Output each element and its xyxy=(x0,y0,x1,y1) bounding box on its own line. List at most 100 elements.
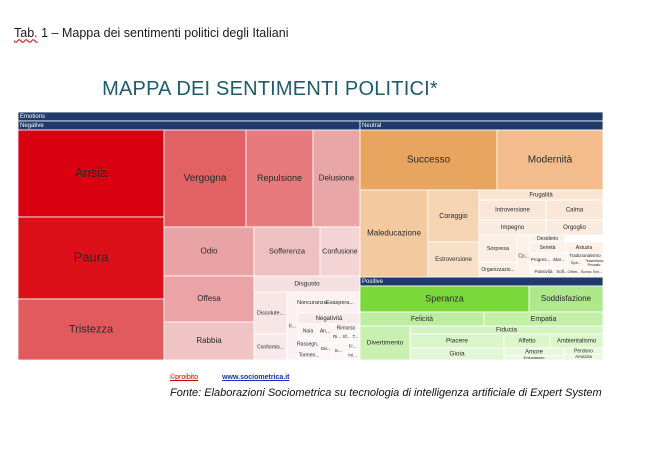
cell-organizzazio xyxy=(478,261,518,278)
cell-co-label: Co... xyxy=(518,253,529,259)
cell-noia-label: Noia xyxy=(303,328,314,334)
cell-entusiasmo xyxy=(503,355,565,361)
cell-odio xyxy=(163,226,255,277)
cell-successo xyxy=(359,129,498,191)
group-header-neutral-label: Neutral xyxy=(362,123,381,129)
chart-title: MAPPA DEI SENTIMENTI POLITICI* xyxy=(102,78,438,100)
cell-vergogna-label: Vergogna xyxy=(184,173,227,184)
copyright-label: ©proibito xyxy=(170,374,199,381)
cell-calma-label: Calma xyxy=(566,208,584,214)
cell-introversione-label: Introversione xyxy=(495,208,530,214)
cell-ambientalismo-label: Ambientalismo xyxy=(557,339,597,345)
cell-spir-label: Spir... xyxy=(571,260,581,265)
cell-fiducia-label: Fiducia xyxy=(496,327,517,334)
cell-ir-label: Ir... xyxy=(289,323,296,329)
group-header-positive-label: Positive xyxy=(362,279,384,285)
cell-pessimismo-label: Pessimismo xyxy=(585,259,604,263)
cell-repulsione xyxy=(245,129,314,228)
cell-progres-label: Progres... xyxy=(531,257,551,262)
cell-soll-label: Soll... xyxy=(556,269,567,274)
cell-impegno-label: Impegno xyxy=(501,225,525,231)
cell-in-label: In... xyxy=(335,348,343,353)
cell-dis-label: Dis... xyxy=(321,346,331,351)
cell-organizzazio-label: Organizzazio... xyxy=(481,267,514,273)
cell-ottim-label: Ottim... xyxy=(568,269,581,274)
cell-serieta-label: Serietà xyxy=(540,245,556,251)
cell-an-label: An... xyxy=(320,328,330,334)
group-header-neutral xyxy=(359,120,604,131)
cell-dissolute xyxy=(253,291,288,335)
source-note: Fonte: Elaborazioni Sociometrica su tecn… xyxy=(170,387,602,399)
cell-divertimento-label: Divertimento xyxy=(367,340,404,347)
cell-sorpresa-label: Sorpresa xyxy=(487,246,510,252)
cell-speranza-label: Speranza xyxy=(425,293,464,303)
cell-conformis xyxy=(253,333,288,361)
cell-ri-label: Ri... xyxy=(333,334,341,339)
cell-maleducazione-label: Maleducazione xyxy=(367,229,421,238)
cell-rabbia-label: Rabbia xyxy=(196,336,222,345)
cell-confusione-label: Confusione xyxy=(322,248,358,255)
cell-modernita-label: Modernità xyxy=(528,155,573,166)
cell-conformis-label: Conformis... xyxy=(257,344,284,350)
cell-fr-label: Fr... xyxy=(349,344,357,349)
cell-sonno-label: Sonno xyxy=(581,269,593,274)
cell-negativita-label: Negatività xyxy=(316,316,343,322)
cell-rassegn-label: Rassegn... xyxy=(297,341,321,347)
cell-disgusto-label: Disgusto xyxy=(294,281,320,288)
cell-frugalita-label: Frugalità xyxy=(529,193,553,199)
cell-orgoglio-label: Orgoglio xyxy=(563,225,586,231)
cell-orgoglio xyxy=(545,219,604,236)
cell-sofferenza xyxy=(253,226,321,277)
cell-rimorso-label: Rimorso xyxy=(337,325,356,331)
footer-links: ©proibito www.sociometrica.it xyxy=(170,374,290,381)
cell-sm xyxy=(591,266,604,278)
treemap-root-bar xyxy=(17,111,604,122)
cell-tradizionalismo-label: Tradizionalismo xyxy=(569,253,601,258)
cell-offesa xyxy=(163,275,255,323)
cell-affetto-label: Affetto xyxy=(518,339,536,345)
cell-soddisfazione xyxy=(528,285,604,313)
cell-paura xyxy=(17,216,165,300)
cell-gioia-label: Gioia xyxy=(449,351,465,358)
cell-divertimento xyxy=(359,325,411,361)
cell-delusione-label: Delusione xyxy=(319,174,355,183)
caption-prefix: Tab. xyxy=(14,26,38,40)
cell-confusione xyxy=(319,226,361,277)
cell-sofferenza-label: Sofferenza xyxy=(269,246,306,255)
cell-ansia xyxy=(17,129,165,218)
cell-sf-label: Sf... xyxy=(342,334,350,339)
cell-felicita-label: Felicità xyxy=(411,316,433,323)
cell-odio-label: Odio xyxy=(201,247,218,256)
cell-ini-label: Ini... xyxy=(348,353,357,358)
cell-delusione xyxy=(312,129,361,228)
cell-coraggio-label: Coraggio xyxy=(439,213,468,220)
cell-perdono-label: Perdono xyxy=(574,348,593,354)
cell-noncuranza-label: Noncuranza xyxy=(297,300,328,306)
cell-entusiasmo-label: Entusiasmo xyxy=(524,355,546,360)
treemap-root-label: Emotions xyxy=(20,114,45,120)
cell-empatia-label: Empatia xyxy=(531,316,557,323)
group-header-negative xyxy=(17,120,361,131)
website-link[interactable]: www.sociometrica.it xyxy=(222,374,290,381)
cell-rabbia xyxy=(163,321,255,361)
cell-mar-label: Mar... xyxy=(553,257,564,262)
group-header-negative-label: Negative xyxy=(20,123,44,129)
cell-amicizia-label: Amicizia xyxy=(575,354,592,359)
cell-soddisfazione-label: Soddisfazione xyxy=(541,294,592,303)
cell-esaspera-label: Esaspera... xyxy=(326,300,354,306)
caption-text: 1 – Mappa dei sentimenti politici degli … xyxy=(37,26,289,40)
cell-modernita xyxy=(496,129,604,191)
cell-dissolute-label: Dissolute... xyxy=(257,310,285,316)
group-header-positive xyxy=(359,276,604,287)
cell-estroversione xyxy=(427,241,480,278)
cell-t-label: T... xyxy=(352,334,358,339)
table-caption: Tab. 1 – Mappa dei sentimenti politici d… xyxy=(14,26,288,40)
cell-ansia-label: Ansia xyxy=(75,165,108,180)
cell-estroversione-label: Estroversione xyxy=(435,257,472,263)
cell-passivita-label: Passività xyxy=(534,269,553,274)
cell-tristezza-label: Tristezza xyxy=(69,323,114,335)
cell-successo-label: Successo xyxy=(407,155,451,166)
cell-tristezza xyxy=(17,298,165,361)
cell-peccato-label: Peccato xyxy=(588,263,601,267)
cell-soll xyxy=(556,266,568,278)
